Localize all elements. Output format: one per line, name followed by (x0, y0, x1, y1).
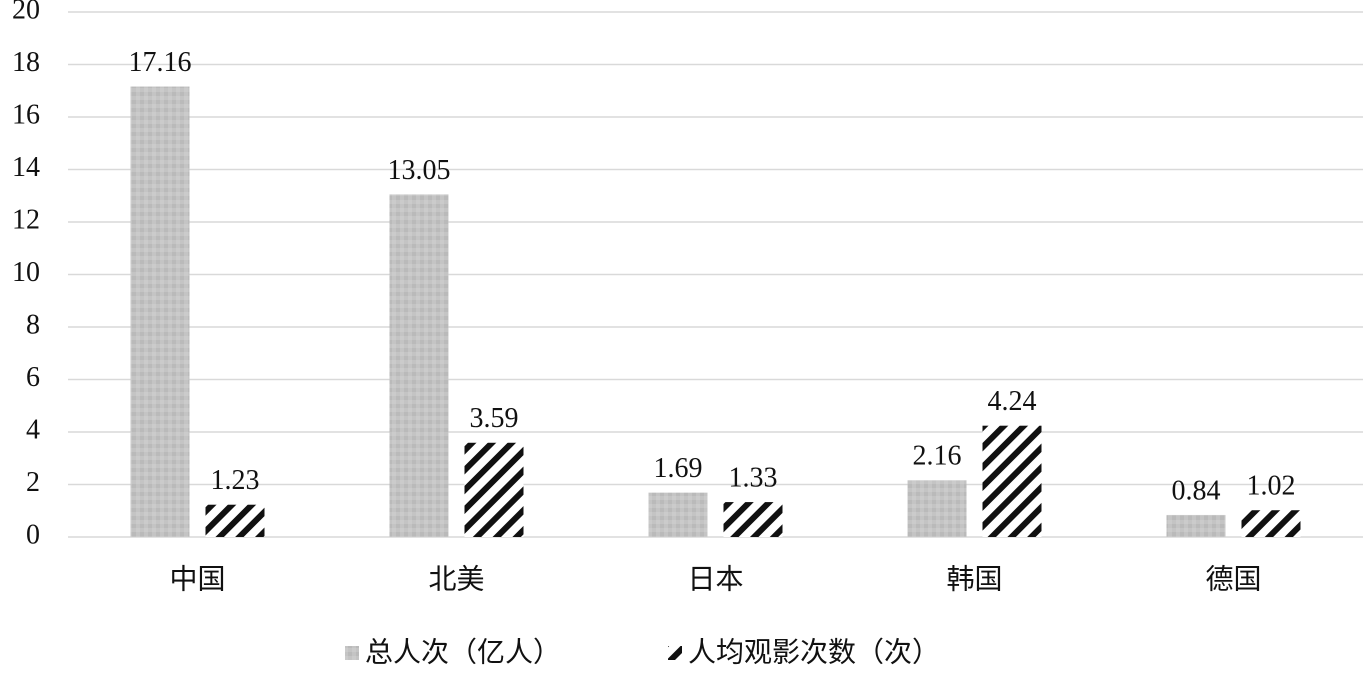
y-tick-label: 12 (12, 204, 40, 235)
bar (205, 504, 265, 537)
value-label: 2.16 (913, 441, 962, 472)
legend-label: 人均观影次数（次） (688, 636, 940, 668)
value-label: 1.02 (1247, 471, 1296, 502)
bar (1241, 510, 1301, 537)
y-tick-label: 20 (12, 0, 40, 25)
legend-swatch (345, 646, 359, 660)
bar (1166, 514, 1226, 537)
value-label: 1.23 (211, 465, 260, 496)
y-tick-label: 18 (12, 47, 40, 78)
y-tick-label: 10 (12, 257, 40, 288)
bar (907, 480, 967, 537)
value-label: 17.16 (129, 47, 192, 78)
legend-label: 总人次（亿人） (365, 636, 561, 668)
y-tick-label: 8 (26, 309, 40, 340)
value-label: 1.69 (654, 453, 703, 484)
y-tick-label: 4 (26, 414, 40, 445)
y-tick-label: 16 (12, 99, 40, 130)
bar (130, 86, 190, 538)
value-label: 3.59 (470, 403, 519, 434)
value-label: 4.24 (988, 386, 1037, 417)
bar (723, 502, 783, 537)
value-label: 13.05 (388, 155, 451, 186)
x-tick-label: 中国 (169, 563, 225, 595)
x-tick-label: 韩国 (946, 563, 1002, 595)
bar (648, 492, 708, 537)
x-tick-label: 德国 (1205, 563, 1261, 595)
value-label: 0.84 (1172, 475, 1221, 506)
bar (982, 425, 1042, 537)
x-tick-label: 日本 (687, 563, 743, 595)
y-tick-label: 0 (26, 519, 40, 550)
y-tick-label: 14 (12, 152, 40, 183)
value-label: 1.33 (729, 463, 778, 494)
x-tick-label: 北美 (428, 563, 484, 595)
y-tick-label: 2 (26, 467, 40, 498)
legend-swatch (668, 646, 682, 660)
bar (389, 194, 449, 537)
y-tick-label: 6 (26, 362, 40, 393)
bar (464, 442, 524, 537)
